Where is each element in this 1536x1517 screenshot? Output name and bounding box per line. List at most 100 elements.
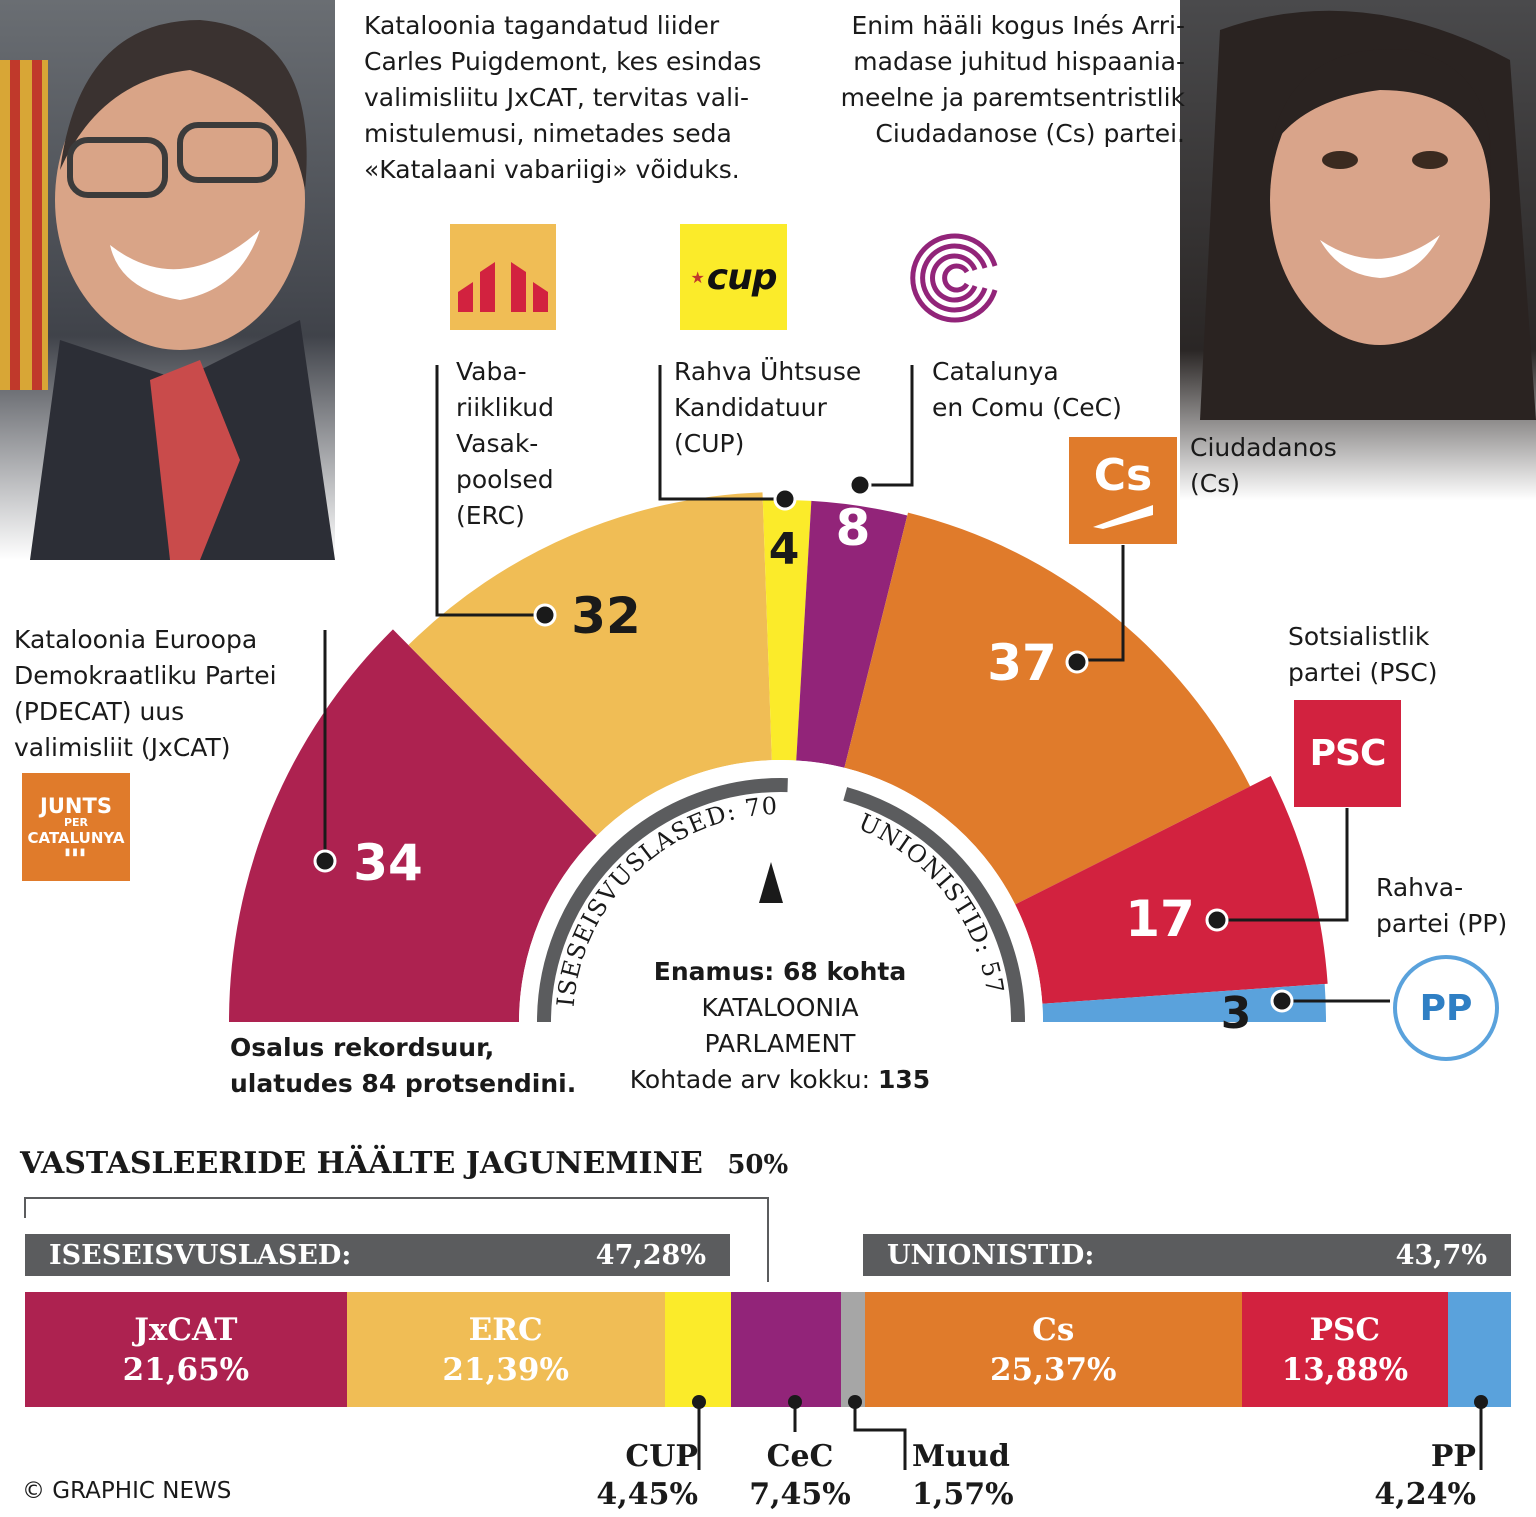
star-icon: ★	[690, 267, 705, 287]
leader-lines	[323, 365, 1390, 1003]
label-line: partei (PP)	[1376, 909, 1508, 938]
leader-line	[658, 365, 785, 501]
segment-name: JxCAT	[134, 1311, 238, 1348]
bloc-percent: 47,28%	[595, 1239, 706, 1271]
unionist-bracket	[843, 787, 1025, 1023]
cs-label: Ciudadanos (Cs)	[1190, 430, 1390, 502]
leader-line	[853, 1402, 907, 1470]
label-line: en Comu (CeC)	[932, 393, 1122, 422]
label-line: (PDECAT) uus	[14, 697, 185, 726]
seat-label-psc: 17	[1125, 890, 1195, 948]
pp-vote-label: PP 4,24%	[1366, 1438, 1476, 1514]
bloc-name: UNIONISTID:	[887, 1239, 1095, 1271]
seat-label-jxcat: 34	[353, 834, 423, 892]
value-label: 4,24%	[1374, 1477, 1476, 1512]
majority-arrow-icon	[759, 862, 783, 903]
label-line: (ERC)	[456, 501, 525, 530]
caption-line: Carles Puigdemont, kes esindas	[364, 47, 762, 76]
jxcat-logo: JUNTS PER CATALUNYA ▮▮▮	[22, 773, 130, 881]
label-line: Kandidatuur	[674, 393, 827, 422]
cec-label: Catalunya en Comu (CeC)	[932, 354, 1152, 426]
segment-name: PSC	[1309, 1311, 1381, 1348]
vote-section-title: VASTASLEERIDE HÄÄLTE JAGUNEMINE 50%	[20, 1144, 788, 1185]
label-line: Demokraatliku Partei	[14, 661, 277, 690]
segment-value: 21,65%	[122, 1351, 250, 1388]
pp-logo: PP	[1393, 955, 1499, 1061]
label-line: valimisliit (JxCAT)	[14, 733, 231, 762]
caption-line: meelne ja paremtsentristlik	[840, 83, 1185, 112]
vote-segment-jxcat: JxCAT 21,65%	[25, 1292, 347, 1407]
caption-line: mistulemusi, nimetades seda	[364, 119, 732, 148]
category-label: CeC	[766, 1439, 834, 1474]
label-line: Ciudadanos	[1190, 433, 1337, 462]
segment-value: 25,37%	[989, 1351, 1117, 1388]
jxcat-logo-line: JUNTS	[40, 794, 112, 818]
segment-value: 21,39%	[442, 1351, 569, 1388]
vote-segment-cec	[730, 1292, 842, 1407]
seat-slice-cs	[844, 512, 1251, 905]
leader-line	[435, 365, 545, 617]
erc-label: Vaba- riiklikud Vasak- poolsed (ERC)	[456, 354, 596, 534]
total-seats-label: Kohtade arv kokku:	[629, 1065, 879, 1094]
marker-dot	[788, 1395, 802, 1409]
seat-slice-cec	[796, 500, 908, 768]
independence-bracket	[537, 778, 788, 1023]
label-line: Rahva-	[1376, 873, 1464, 902]
erc-logo	[450, 224, 556, 330]
arrimadas-caption: Enim hääli kogus Inés Arri- madase juhit…	[790, 8, 1185, 152]
caption-line: «Katalaani vabariigi» võiduks.	[364, 155, 740, 184]
vote-segment-pp	[1447, 1292, 1511, 1407]
segment-name: Cs	[1032, 1311, 1075, 1348]
segment-value: 13,88%	[1281, 1351, 1409, 1388]
vote-segment-cs: Cs 25,37%	[864, 1292, 1242, 1407]
marker-dot	[313, 849, 337, 873]
seat-label-cs: 37	[987, 634, 1057, 692]
psc-label: Sotsialistlik partei (PSC)	[1288, 619, 1488, 691]
label-line: (Cs)	[1190, 469, 1240, 498]
marker-dot	[1205, 908, 1229, 932]
seat-slice-cup	[762, 499, 812, 761]
vote-segment-psc: PSC 13,88%	[1241, 1292, 1448, 1407]
label-line: Vaba-	[456, 357, 527, 386]
cs-swoosh-icon	[1093, 504, 1153, 529]
cec-vote-label: CeC 7,45%	[745, 1438, 855, 1514]
seat-label-cup: 4	[769, 524, 800, 575]
seat-slice-jxcat	[229, 629, 597, 1022]
jxcat-logo-line: CATALUNYA	[27, 829, 125, 847]
seat-slice-pp	[1042, 983, 1326, 1022]
erc-arrows-icon	[458, 262, 548, 312]
cup-logo-text: cup	[706, 256, 778, 298]
pp-logo-text: PP	[1419, 987, 1473, 1029]
jxcat-logo-line: PER	[63, 816, 89, 829]
bars-icon: ▮▮▮	[64, 847, 88, 858]
value-label: 4,45%	[596, 1477, 698, 1512]
seat-slice-erc	[408, 492, 772, 836]
fifty-percent-label: 50%	[727, 1150, 789, 1180]
category-label: Muud	[912, 1439, 1010, 1474]
marker-dot	[533, 603, 557, 627]
label-line: Kataloonia Euroopa	[14, 625, 258, 654]
label-line: riiklikud	[456, 393, 554, 422]
others-vote-label: Muud 1,57%	[912, 1438, 1022, 1514]
marker-dot	[1065, 650, 1089, 674]
leader-line	[1217, 808, 1349, 922]
value-label: 1,57%	[912, 1477, 1014, 1512]
vote-segment-erc: ERC 21,39%	[346, 1292, 665, 1407]
vote-section-title-text: VASTASLEERIDE HÄÄLTE JAGUNEMINE	[20, 1146, 703, 1181]
psc-logo-text: PSC	[1309, 733, 1387, 774]
puigdemont-portrait-icon	[0, 20, 335, 560]
majority-label: Enamus: 68 kohta	[653, 957, 907, 986]
caption-line: madase juhitud hispaania-	[853, 47, 1185, 76]
independence-bloc-header: ISESEISVUSLASED: 47,28%	[25, 1234, 730, 1276]
category-label: CUP	[625, 1439, 698, 1474]
segment-name: ERC	[468, 1311, 543, 1348]
seat-label-cec: 8	[836, 499, 871, 557]
arrimadas-photo	[1180, 0, 1536, 500]
seat-label-pp: 3	[1221, 988, 1252, 1039]
vote-segment-cup	[664, 1292, 731, 1407]
bloc-percent: 43,7%	[1395, 1239, 1487, 1271]
caption-line: Enim hääli kogus Inés Arri-	[851, 11, 1185, 40]
